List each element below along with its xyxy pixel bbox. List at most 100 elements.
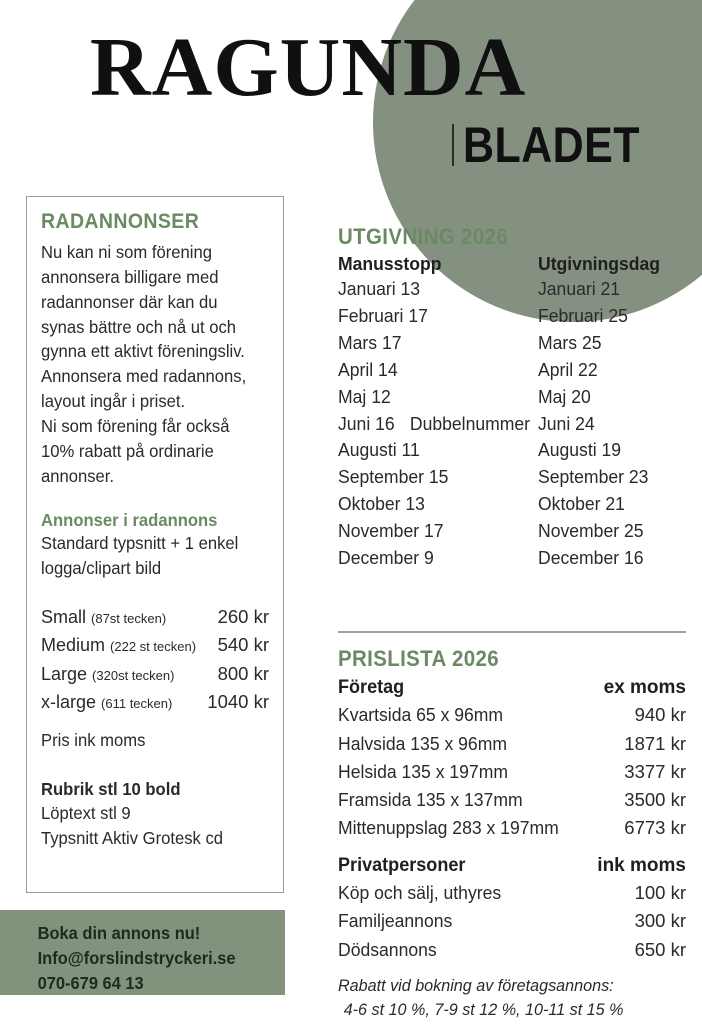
utgivningsdag-row: Januari 21 [538, 278, 621, 299]
manusstopp-row: Juni 16 Dubbelnummer [338, 411, 530, 438]
contact-details: Boka din annons nu! Info@forslindstrycke… [0, 910, 268, 996]
table-group-spacer [338, 843, 686, 853]
privatpersoner-header-row: Privatpersoner ink moms [338, 853, 686, 879]
manusstopp-row: Mars 17 [338, 330, 528, 357]
manusstopp-date: Oktober 13 [338, 493, 425, 515]
typography-spec-block: Rubrik stl 10 bold Löptext stl 9 Typsnit… [41, 777, 258, 852]
size-name: Large [41, 663, 88, 684]
size-name: Small [41, 607, 87, 628]
radannons-price-note: Pris ink moms [41, 729, 146, 750]
utgivningsdag-row: Juni 24 [538, 412, 595, 434]
privatpersoner-label: Privatpersoner [338, 854, 466, 876]
masthead-title: RAGUNDA [90, 21, 527, 114]
radannonser-body-line: synas bättre och nå ut och [41, 316, 237, 337]
size-name: Medium [41, 635, 106, 656]
manusstopp-row: Augusti 11 [338, 437, 528, 464]
size-price: 1040 kr [207, 691, 269, 713]
spec-loptext: Löptext stl 9 [41, 803, 131, 824]
contact-cta-box[interactable]: Boka din annons nu! Info@forslindstrycke… [0, 910, 285, 995]
foretag-item-price: 940 kr [634, 704, 686, 726]
radannonser-body-line: layout ingår i priset. [41, 391, 186, 412]
privatpersoner-item-price: 100 kr [634, 881, 686, 903]
foretag-item-name: Mittenuppslag 283 x 197mm [338, 817, 559, 839]
radannonser-panel: RADANNONSER Nu kan ni som förening annon… [26, 196, 284, 893]
utgivningsdag-row: September 23 [538, 466, 649, 488]
size-char-count: (320st tecken) [92, 667, 175, 683]
privatpersoner-price-row: Dödsannons 650 kr [338, 936, 686, 964]
manusstopp-date: November 17 [338, 520, 444, 542]
radannonser-body: Nu kan ni som förening annonsera billiga… [41, 240, 258, 488]
utgivning-table: Manusstopp Januari 13 Februari 17 Mars 1… [338, 253, 686, 572]
price-row: Small (87st tecken) 260 kr [41, 603, 269, 631]
radannonser-heading: RADANNONSER [41, 210, 200, 233]
size-price: 800 kr [217, 662, 269, 684]
foretag-item-name: Helsida 135 x 197mm [338, 760, 508, 782]
foretag-price-row: Helsida 135 x 197mm 3377 kr [338, 758, 686, 786]
foretag-item-name: Halvsida 135 x 96mm [338, 732, 507, 754]
manusstopp-date: Maj 12 [338, 385, 391, 407]
manusstopp-row: Oktober 13 [338, 491, 528, 518]
privatpersoner-item-name: Köp och sälj, uthyres [338, 881, 502, 903]
utgivningsdag-row: April 22 [538, 358, 598, 380]
privatpersoner-item-name: Familjeannons [338, 910, 453, 932]
utgivning-heading: UTGIVNING 2026 [338, 224, 509, 249]
foretag-price-row: Mittenuppslag 283 x 197mm 6773 kr [338, 814, 686, 842]
privatpersoner-moms-label: ink moms [597, 854, 686, 876]
size-char-count: (611 tecken) [101, 696, 173, 712]
foretag-moms-label: ex moms [603, 677, 686, 698]
masthead-subtitle: BLADET [463, 117, 640, 173]
manusstopp-date: September 15 [338, 466, 449, 488]
annonser-i-radannons-body: Standard typsnitt + 1 enkel logga/clipar… [41, 531, 258, 581]
foretag-price-row: Framsida 135 x 137mm 3500 kr [338, 786, 686, 814]
manusstopp-row: December 9 [338, 545, 528, 572]
utgivning-section: UTGIVNING 2026 Manusstopp Januari 13 Feb… [338, 224, 686, 572]
radannonser-body-line: annonsera billigare med [41, 266, 219, 287]
radannonser-body-line: Annonsera med radannons, [41, 366, 247, 387]
size-price: 260 kr [217, 606, 269, 628]
contact-phone[interactable]: 070-679 64 13 [37, 973, 144, 994]
utgivningsdag-row: Maj 20 [538, 385, 591, 407]
radannonser-body-line: Ni som förening får också [41, 415, 230, 436]
rabatt-footnote-line1: Rabatt vid bokning av företagsannons: [338, 975, 614, 995]
prislista-section: PRISLISTA 2026 Företag ex moms Kvartsida… [338, 646, 686, 1022]
radannons-size-price-list: Small (87st tecken) 260 kr Medium (222 s… [41, 603, 269, 716]
radannonser-body-line: 10% rabatt på ordinarie [41, 440, 214, 461]
masthead: RAGUNDA BLADET [0, 0, 702, 190]
manusstopp-header: Manusstopp [338, 253, 442, 274]
foretag-item-name: Framsida 135 x 137mm [338, 789, 523, 811]
privatpersoner-item-price: 650 kr [634, 938, 686, 960]
foretag-item-price: 3500 kr [624, 789, 686, 811]
utgivningsdag-row: Oktober 21 [538, 493, 625, 515]
utgivningsdag-row: Augusti 19 [538, 439, 622, 461]
utgivningsdag-row: November 25 [538, 520, 644, 542]
radannonser-body-line: gynna ett aktivt föreningsliv. [41, 341, 245, 362]
utgivningsdag-header: Utgivningsdag [538, 253, 661, 274]
foretag-price-row: Halvsida 135 x 96mm 1871 kr [338, 730, 686, 758]
radannonser-body-line: annonser. [41, 465, 115, 486]
manusstopp-row: Maj 12 [338, 384, 528, 411]
price-row: Large (320st tecken) 800 kr [41, 660, 269, 688]
manusstopp-row: April 14 [338, 357, 528, 384]
manusstopp-date: Mars 17 [338, 331, 402, 353]
foretag-item-price: 1871 kr [624, 732, 686, 754]
masthead-subtitle-group: BLADET [452, 117, 669, 173]
prislista-divider-rule [338, 631, 686, 633]
foretag-price-row: Kvartsida 65 x 96mm 940 kr [338, 701, 686, 729]
masthead-divider-rule [452, 124, 454, 166]
contact-email[interactable]: Info@forslindstryckeri.se [37, 948, 236, 969]
contact-headline: Boka din annons nu! [37, 923, 201, 943]
foretag-item-name: Kvartsida 65 x 96mm [338, 704, 504, 726]
spec-rubrik: Rubrik stl 10 bold [41, 778, 181, 799]
foretag-item-price: 3377 kr [624, 760, 686, 782]
utgivningsdag-row: Februari 25 [538, 304, 628, 326]
manusstopp-column: Manusstopp Januari 13 Februari 17 Mars 1… [338, 253, 538, 572]
rabatt-footnote: Rabatt vid bokning av företagsannons: 4-… [338, 974, 669, 1022]
radannonser-body-line: Nu kan ni som förening [41, 242, 212, 262]
size-char-count: (222 st tecken) [110, 639, 197, 655]
utgivningsdag-column: Utgivningsdag Januari 21 Februari 25 Mar… [538, 253, 686, 572]
size-price: 540 kr [217, 634, 269, 656]
manusstopp-date: Januari 13 [338, 278, 421, 299]
foretag-label: Företag [338, 677, 405, 698]
size-char-count: (87st tecken) [91, 611, 167, 627]
